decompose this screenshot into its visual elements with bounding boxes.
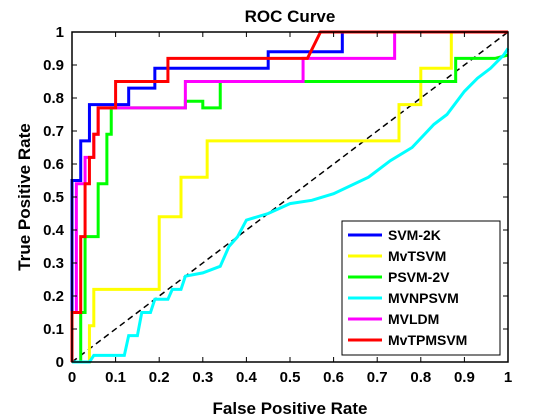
legend-label: MvTPMSVM — [388, 332, 467, 348]
x-tick-label: 0.1 — [105, 369, 126, 386]
x-tick-label: 0.4 — [236, 369, 258, 386]
legend-box — [341, 220, 501, 356]
x-tick-label: 1 — [504, 369, 512, 386]
x-axis-label: False Positive Rate — [213, 399, 368, 418]
legend-label: MVNPSVM — [388, 290, 459, 306]
x-tick-label: 0.7 — [367, 369, 388, 386]
x-tick-label: 0.9 — [454, 369, 475, 386]
chart-title: ROC Curve — [245, 7, 336, 26]
y-tick-label: 0.4 — [43, 222, 65, 239]
y-axis-label: True Positive Rate — [15, 123, 34, 270]
x-tick-label: 0.3 — [192, 369, 213, 386]
legend-label: MvTSVM — [388, 248, 446, 264]
y-tick-label: 0.8 — [43, 90, 64, 107]
x-tick-label: 0.5 — [280, 369, 301, 386]
x-tick-label: 0.2 — [149, 369, 170, 386]
y-tick-label: 0.5 — [43, 189, 64, 206]
legend-label: PSVM-2V — [388, 269, 450, 285]
series-line-svm-2k — [70, 30, 508, 362]
x-tick-label: 0 — [68, 369, 76, 386]
series-line-mvnpsvm — [72, 47, 510, 364]
y-tick-label: 1 — [56, 24, 64, 41]
x-ticks: 0 0.1 0.2 0.3 0.4 0.5 0.6 0.7 0.8 0.9 1 — [68, 32, 512, 386]
series-line-mvtpmsvm — [70, 30, 508, 362]
series-layer — [70, 30, 510, 364]
y-tick-label: 0.1 — [43, 321, 64, 338]
y-ticks: 0 0.1 0.2 0.3 0.4 0.5 0.6 0.7 0.8 0.9 1 — [43, 24, 508, 371]
diagonal-layer — [71, 31, 509, 363]
x-tick-label: 0.6 — [323, 369, 344, 386]
y-tick-label: 0.9 — [43, 57, 64, 74]
legend-label: MVLDM — [388, 311, 439, 327]
y-tick-label: 0 — [56, 354, 64, 371]
diagonal-reference-line — [71, 31, 509, 363]
y-tick-label: 0.7 — [43, 123, 64, 140]
legend: SVM-2K MvTSVM PSVM-2V MVNPSVM MVLDM MvTPMSVM — [341, 220, 501, 356]
y-tick-label: 0.2 — [43, 288, 64, 305]
y-tick-label: 0.6 — [43, 156, 64, 173]
legend-label: SVM-2K — [388, 227, 441, 243]
series-line-mvtsvm — [72, 30, 508, 364]
y-tick-label: 0.3 — [43, 255, 64, 272]
x-tick-label: 0.8 — [410, 369, 431, 386]
